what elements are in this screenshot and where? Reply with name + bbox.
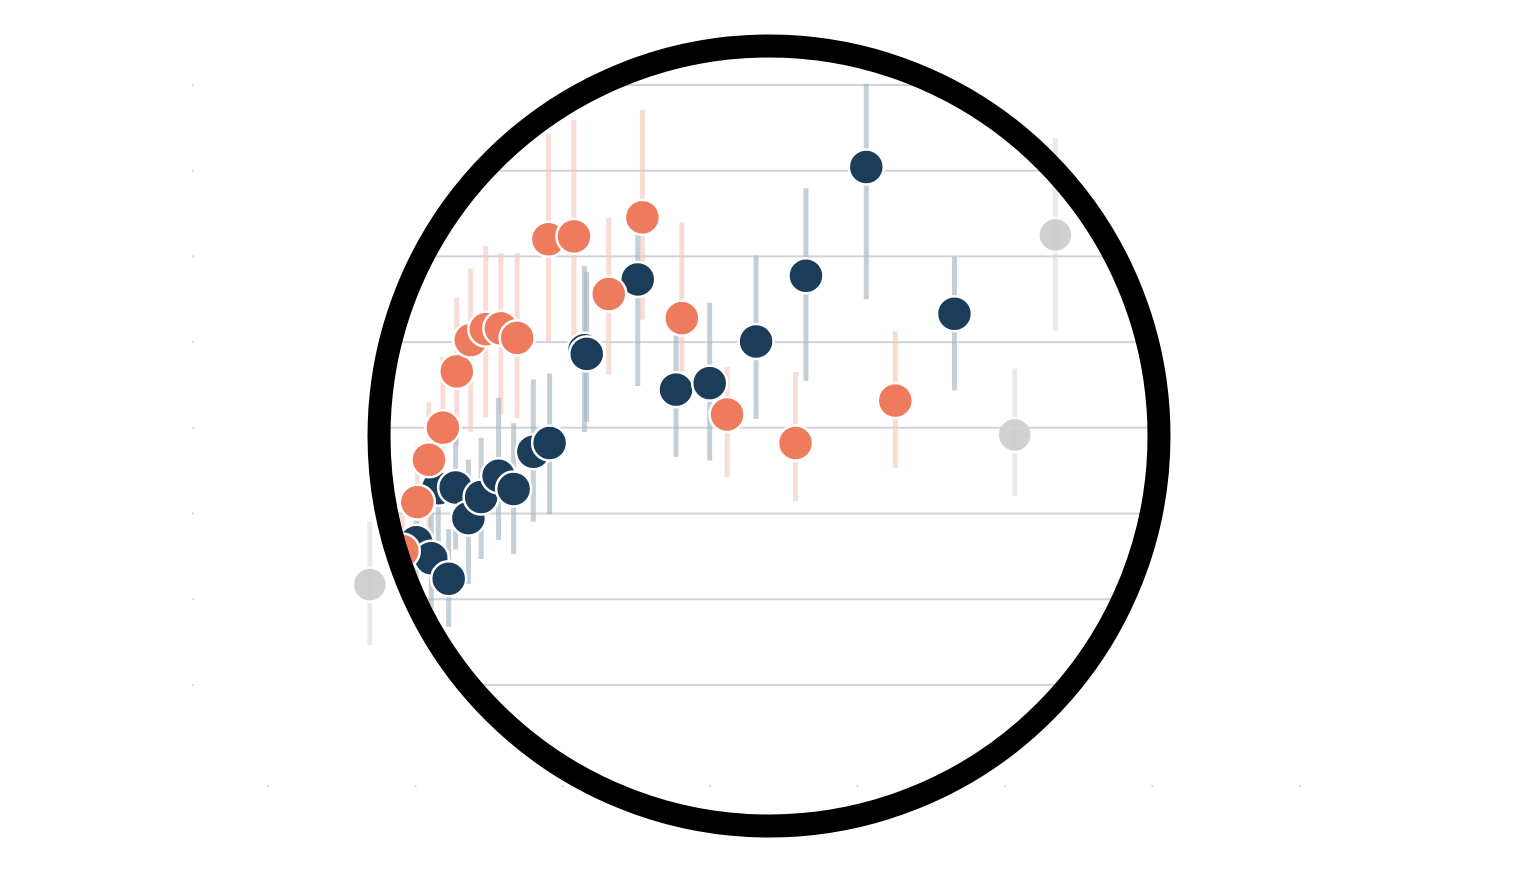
series_a-data-point: [690, 364, 729, 402]
series_a-data-point: [530, 424, 569, 462]
series_b-data-point: [590, 275, 628, 313]
series_b-data-point: [424, 408, 462, 447]
series_a-data-point: [657, 370, 695, 409]
faint-tick-mark: [191, 255, 195, 258]
faint-background-layer: [191, 83, 1302, 788]
series_b-data-point: [663, 299, 701, 337]
series_b-data-point: [876, 381, 915, 420]
series_a-data-point: [787, 257, 825, 295]
faint-tick-mark: [1151, 784, 1154, 788]
faint-tick-mark: [191, 598, 195, 601]
series_b-data-point: [555, 217, 593, 256]
faint-tick-mark: [1298, 784, 1302, 788]
series_a-data-point: [494, 470, 533, 508]
series_b-data-point: [438, 352, 476, 391]
series_b-data-point: [498, 319, 536, 357]
magnified-lens-layer: [379, 83, 1159, 686]
faint-data-point: [996, 416, 1034, 454]
series_a-data-point: [429, 559, 468, 598]
series_a-data-point: [847, 148, 886, 186]
series_b-data-point: [623, 198, 662, 237]
series_b-data-point: [410, 441, 448, 479]
gridlines: [379, 84, 1159, 686]
faint-tick-mark: [709, 784, 712, 788]
faint-tick-mark: [191, 83, 195, 87]
faint-tick-mark: [414, 784, 417, 788]
data-points: [383, 148, 974, 598]
series_b-data-point: [398, 483, 437, 521]
faint-data-point: [1037, 216, 1074, 254]
faint-tick-mark: [266, 784, 270, 788]
faint-tick-mark: [191, 512, 195, 515]
series_a-data-point: [567, 335, 606, 373]
faint-tick-mark: [856, 784, 859, 788]
series_b-data-point: [708, 395, 746, 434]
faint-tick-mark: [191, 340, 195, 344]
faint-tick-mark: [191, 683, 195, 687]
faint-data-point: [351, 566, 389, 603]
series_b-data-point: [776, 424, 815, 462]
lens-frame-circle: [367, 34, 1171, 838]
series_a-data-point: [737, 322, 775, 361]
faint-tick-mark: [191, 426, 195, 429]
faint-tick-mark: [191, 169, 195, 172]
faint-tick-mark: [561, 784, 564, 788]
series_a-data-point: [935, 295, 974, 333]
faint-tick-mark: [1003, 784, 1007, 788]
